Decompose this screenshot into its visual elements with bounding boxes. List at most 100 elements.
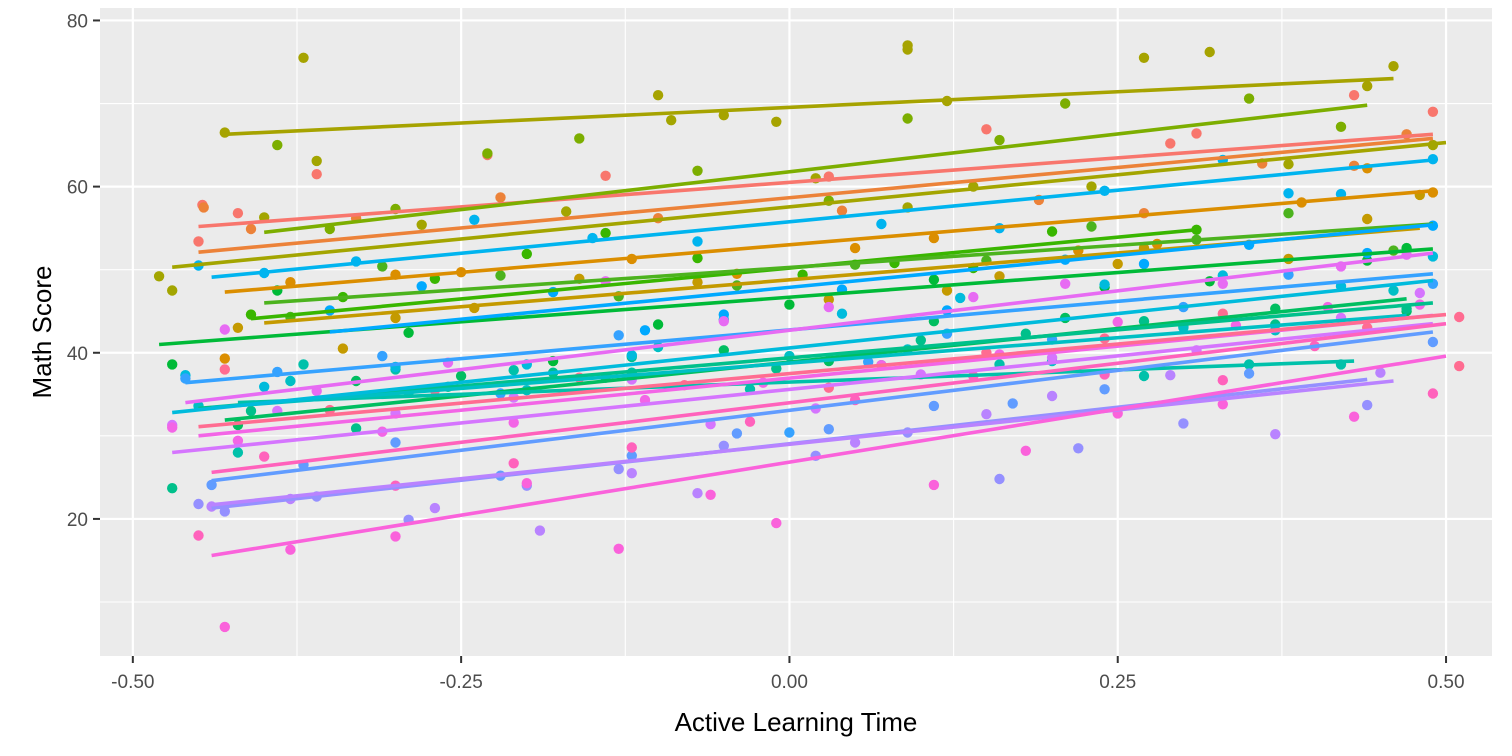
series-marks xyxy=(153,40,1465,633)
data-point xyxy=(259,381,270,392)
fit-line-series-26 xyxy=(211,321,1447,475)
data-point xyxy=(692,277,703,288)
data-point xyxy=(1046,352,1058,363)
data-point xyxy=(902,44,913,55)
data-point xyxy=(232,322,244,333)
data-point xyxy=(377,350,388,362)
y-tick-label: 40 xyxy=(67,344,88,365)
data-point xyxy=(600,170,611,181)
data-point xyxy=(390,437,401,448)
data-point xyxy=(285,375,296,387)
data-point xyxy=(928,274,940,285)
data-point xyxy=(626,450,637,461)
data-point xyxy=(652,90,664,101)
data-point xyxy=(1217,278,1229,289)
fit-line-series-12 xyxy=(198,301,1434,411)
data-point xyxy=(1112,258,1123,270)
data-point xyxy=(193,236,204,247)
data-point xyxy=(836,308,848,319)
data-point xyxy=(1073,443,1084,454)
data-point xyxy=(232,208,244,219)
data-point xyxy=(521,248,532,260)
data-point xyxy=(469,214,480,225)
data-point xyxy=(416,219,427,230)
data-point xyxy=(311,155,322,167)
fit-line-series-3 xyxy=(224,189,1434,294)
data-point xyxy=(1204,46,1215,58)
data-point xyxy=(508,458,519,469)
data-point xyxy=(928,479,940,491)
data-point xyxy=(232,447,244,458)
data-point xyxy=(1046,390,1058,402)
data-point xyxy=(981,409,992,420)
fit-line-series-9 xyxy=(264,222,1434,305)
data-point xyxy=(915,335,926,346)
data-point xyxy=(390,531,401,542)
data-point xyxy=(1243,93,1255,104)
data-point xyxy=(692,252,703,264)
data-point xyxy=(1138,370,1150,382)
data-point xyxy=(1138,258,1150,270)
fit-line-series-14 xyxy=(211,313,1407,410)
data-point xyxy=(692,488,703,499)
data-point xyxy=(1243,368,1255,379)
data-point xyxy=(245,223,257,235)
fit-line-series-27 xyxy=(198,312,1447,429)
data-point xyxy=(1086,181,1097,192)
data-point xyxy=(1007,398,1018,409)
data-point xyxy=(495,192,506,203)
data-point xyxy=(350,423,362,434)
series-4 xyxy=(232,189,1426,354)
y-axis-title: Math Score xyxy=(27,266,57,399)
data-point xyxy=(666,115,677,126)
data-point xyxy=(823,301,834,313)
data-point xyxy=(849,242,861,254)
data-point xyxy=(836,205,848,216)
data-point xyxy=(245,405,257,417)
data-point xyxy=(1388,285,1399,296)
data-point xyxy=(561,206,572,217)
data-point xyxy=(1362,399,1373,411)
data-point xyxy=(1375,367,1386,378)
data-point xyxy=(167,483,178,494)
data-point xyxy=(272,139,283,151)
data-point xyxy=(1217,375,1229,386)
data-point xyxy=(744,416,756,427)
data-point xyxy=(771,517,782,529)
data-point xyxy=(232,435,244,446)
data-point xyxy=(626,350,637,361)
data-point xyxy=(534,525,546,536)
data-point xyxy=(1165,138,1176,149)
x-tick-label: -0.50 xyxy=(111,672,154,693)
x-tick-label: -0.25 xyxy=(439,672,482,693)
x-tick-label: 0.50 xyxy=(1428,672,1465,693)
data-point xyxy=(219,506,230,517)
fit-line-series-6 xyxy=(172,140,1447,269)
data-point xyxy=(1454,360,1465,372)
x-tick-label: 0.25 xyxy=(1099,672,1136,693)
data-point xyxy=(981,124,992,135)
data-point xyxy=(495,270,506,281)
data-point xyxy=(823,294,834,305)
fit-line-series-1 xyxy=(198,132,1434,229)
data-point xyxy=(731,428,743,439)
data-point xyxy=(1454,311,1465,323)
data-point xyxy=(823,424,834,435)
data-point xyxy=(508,417,519,428)
data-point xyxy=(928,232,940,244)
x-axis-title: Active Learning Time xyxy=(675,707,918,737)
fit-line-series-19 xyxy=(211,330,1434,483)
data-point xyxy=(206,479,217,491)
data-point xyxy=(705,489,716,500)
data-point xyxy=(285,544,296,555)
data-point xyxy=(167,359,178,370)
data-point xyxy=(600,227,611,239)
data-point xyxy=(1427,106,1439,118)
fit-line-series-16 xyxy=(211,158,1434,279)
data-point xyxy=(784,427,795,438)
data-point xyxy=(259,451,270,462)
data-point xyxy=(994,271,1005,282)
data-point xyxy=(1046,226,1058,237)
data-point xyxy=(1178,418,1189,429)
data-point xyxy=(1020,445,1031,456)
